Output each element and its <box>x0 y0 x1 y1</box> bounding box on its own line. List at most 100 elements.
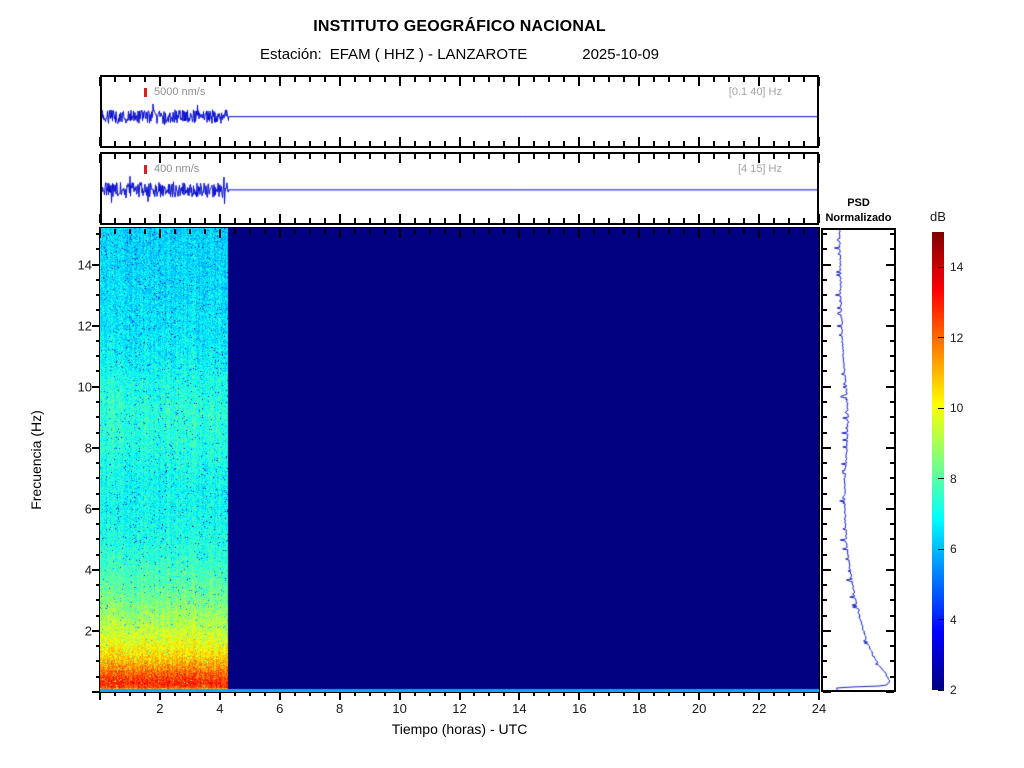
axis-tick <box>653 141 656 146</box>
figure-subtitle: Estación: EFAM ( HHZ ) - LANZAROTE 2025-… <box>100 46 819 63</box>
axis-tick <box>428 229 431 234</box>
axis-tick <box>96 294 100 297</box>
axis-tick <box>473 218 476 223</box>
axis-tick <box>308 154 311 159</box>
axis-tick <box>143 692 146 696</box>
colorbar-tick <box>938 407 944 409</box>
axis-tick <box>578 229 581 238</box>
axis-tick <box>683 218 686 223</box>
axis-tick <box>758 229 761 238</box>
axis-tick <box>96 233 100 236</box>
axis-tick <box>473 154 476 159</box>
axis-tick <box>886 263 894 266</box>
axis-tick <box>188 229 191 234</box>
axis-tick <box>96 492 100 495</box>
axis-tick <box>890 538 894 541</box>
axis-tick <box>353 154 356 159</box>
axis-tick <box>218 77 221 86</box>
axis-tick <box>823 492 827 495</box>
axis-tick <box>823 248 827 251</box>
y-tick-label: 2 <box>84 623 92 639</box>
axis-tick <box>488 154 491 159</box>
axis-tick <box>563 154 566 159</box>
axis-tick <box>638 214 641 223</box>
axis-tick <box>368 218 371 223</box>
axis-tick <box>443 218 446 223</box>
axis-tick <box>443 154 446 159</box>
axis-tick <box>323 218 326 223</box>
axis-tick <box>890 599 894 602</box>
axis-tick <box>143 141 146 146</box>
scale-marker-icon <box>144 88 147 97</box>
axis-tick <box>293 141 296 146</box>
axis-tick <box>886 324 894 327</box>
axis-tick <box>473 141 476 146</box>
axis-tick <box>92 507 100 510</box>
axis-tick <box>128 692 131 696</box>
axis-tick <box>368 141 371 146</box>
axis-tick <box>623 229 626 234</box>
axis-tick <box>173 229 176 234</box>
colorbar-tick <box>938 337 944 339</box>
axis-tick <box>99 229 101 238</box>
axis-tick <box>128 154 131 159</box>
axis-tick <box>353 692 356 696</box>
axis-tick <box>773 229 776 234</box>
axis-tick <box>203 229 206 234</box>
axis-tick <box>823 401 827 403</box>
psd-title-line1: PSD <box>847 197 870 209</box>
axis-tick <box>668 77 671 82</box>
axis-tick <box>890 553 894 556</box>
axis-tick <box>248 229 251 234</box>
axis-tick <box>743 229 746 234</box>
axis-tick <box>158 692 161 700</box>
axis-tick <box>158 229 161 238</box>
x-tick-label: 12 <box>452 701 467 716</box>
axis-tick <box>886 629 894 632</box>
axis-tick <box>92 568 100 571</box>
axis-tick <box>293 229 296 234</box>
axis-tick <box>308 141 311 146</box>
axis-tick <box>428 692 431 696</box>
axis-tick <box>203 77 206 82</box>
axis-tick <box>293 218 296 223</box>
axis-tick <box>823 538 827 541</box>
axis-tick <box>233 692 236 696</box>
axis-tick <box>823 339 827 342</box>
axis-tick <box>458 154 461 163</box>
colorbar-tick <box>938 478 944 480</box>
axis-tick <box>823 691 831 693</box>
axis-tick <box>398 229 401 238</box>
axis-tick <box>623 218 626 223</box>
axis-tick <box>503 692 506 696</box>
axis-tick <box>823 385 831 388</box>
axis-tick <box>518 137 521 146</box>
axis-tick <box>488 218 491 223</box>
axis-tick <box>96 675 100 678</box>
axis-tick <box>443 229 446 234</box>
axis-tick <box>890 248 894 251</box>
axis-tick <box>443 77 446 82</box>
y-tick-label: 8 <box>84 440 92 456</box>
axis-tick <box>713 229 716 234</box>
axis-tick <box>593 154 596 159</box>
axis-tick <box>823 629 831 632</box>
axis-tick <box>818 229 820 238</box>
axis-tick <box>233 154 236 159</box>
axis-tick <box>96 614 100 617</box>
x-tick-label: 2 <box>156 701 164 716</box>
axis-tick <box>728 692 731 696</box>
axis-tick <box>890 370 894 373</box>
axis-tick <box>683 141 686 146</box>
axis-tick <box>548 154 551 159</box>
axis-tick <box>533 154 536 159</box>
axis-tick <box>278 137 281 146</box>
axis-tick <box>233 77 236 82</box>
axis-tick <box>683 692 686 696</box>
axis-tick <box>263 141 266 146</box>
axis-tick <box>578 154 581 163</box>
axis-tick <box>533 692 536 696</box>
axis-tick <box>92 629 100 632</box>
axis-tick <box>173 77 176 82</box>
trace2-filter-label: [4 15] Hz <box>737 163 782 175</box>
